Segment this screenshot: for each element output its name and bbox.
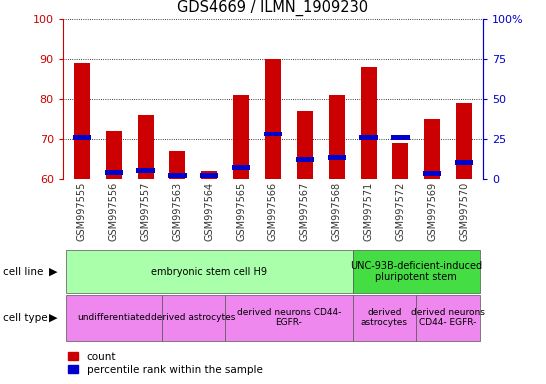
Bar: [456, 103, 472, 179]
Bar: [424, 119, 440, 179]
Text: GSM997565: GSM997565: [236, 182, 246, 242]
Bar: [353, 295, 416, 341]
Bar: [423, 171, 441, 176]
Text: embryonic stem cell H9: embryonic stem cell H9: [151, 266, 268, 277]
Bar: [136, 168, 155, 173]
Text: derived neurons
CD44- EGFR-: derived neurons CD44- EGFR-: [411, 308, 485, 328]
Title: GDS4669 / ILMN_1909230: GDS4669 / ILMN_1909230: [177, 0, 369, 17]
Text: GSM997556: GSM997556: [109, 182, 118, 242]
Bar: [297, 111, 313, 179]
Text: GSM997566: GSM997566: [268, 182, 278, 241]
Bar: [66, 295, 162, 341]
Text: cell type: cell type: [3, 313, 48, 323]
Text: GSM997563: GSM997563: [173, 182, 182, 241]
Text: GSM997572: GSM997572: [395, 182, 405, 242]
Bar: [74, 63, 90, 179]
Bar: [169, 151, 186, 179]
Text: GSM997568: GSM997568: [332, 182, 342, 241]
Bar: [66, 250, 353, 293]
Text: GSM997571: GSM997571: [364, 182, 373, 242]
Bar: [391, 135, 410, 139]
Text: GSM997570: GSM997570: [459, 182, 469, 242]
Bar: [200, 173, 218, 178]
Bar: [264, 132, 282, 136]
Bar: [225, 295, 353, 341]
Text: cell line: cell line: [3, 266, 43, 277]
Bar: [328, 156, 346, 160]
Bar: [296, 157, 314, 162]
Text: GSM997555: GSM997555: [77, 182, 87, 242]
Bar: [329, 95, 345, 179]
Bar: [265, 59, 281, 179]
Bar: [359, 135, 378, 139]
Bar: [233, 95, 249, 179]
Text: ▶: ▶: [49, 313, 57, 323]
Text: UNC-93B-deficient-induced
pluripotent stem: UNC-93B-deficient-induced pluripotent st…: [351, 261, 482, 283]
Bar: [393, 143, 408, 179]
Bar: [201, 170, 217, 179]
Text: GSM997564: GSM997564: [204, 182, 214, 241]
Text: derived
astrocytes: derived astrocytes: [361, 308, 408, 328]
Bar: [105, 170, 123, 175]
Bar: [360, 67, 377, 179]
Text: derived astrocytes: derived astrocytes: [151, 313, 235, 322]
Text: GSM997567: GSM997567: [300, 182, 310, 242]
Bar: [106, 131, 122, 179]
Bar: [73, 135, 91, 139]
Bar: [353, 250, 480, 293]
Text: derived neurons CD44-
EGFR-: derived neurons CD44- EGFR-: [237, 308, 341, 328]
Text: GSM997569: GSM997569: [428, 182, 437, 241]
Bar: [138, 115, 153, 179]
Bar: [168, 173, 187, 178]
Text: undifferentiated: undifferentiated: [77, 313, 151, 322]
Bar: [162, 295, 225, 341]
Text: GSM997557: GSM997557: [141, 182, 151, 242]
Text: ▶: ▶: [49, 266, 57, 277]
Bar: [455, 160, 473, 165]
Bar: [416, 295, 480, 341]
Legend: count, percentile rank within the sample: count, percentile rank within the sample: [68, 352, 263, 375]
Bar: [232, 165, 250, 170]
